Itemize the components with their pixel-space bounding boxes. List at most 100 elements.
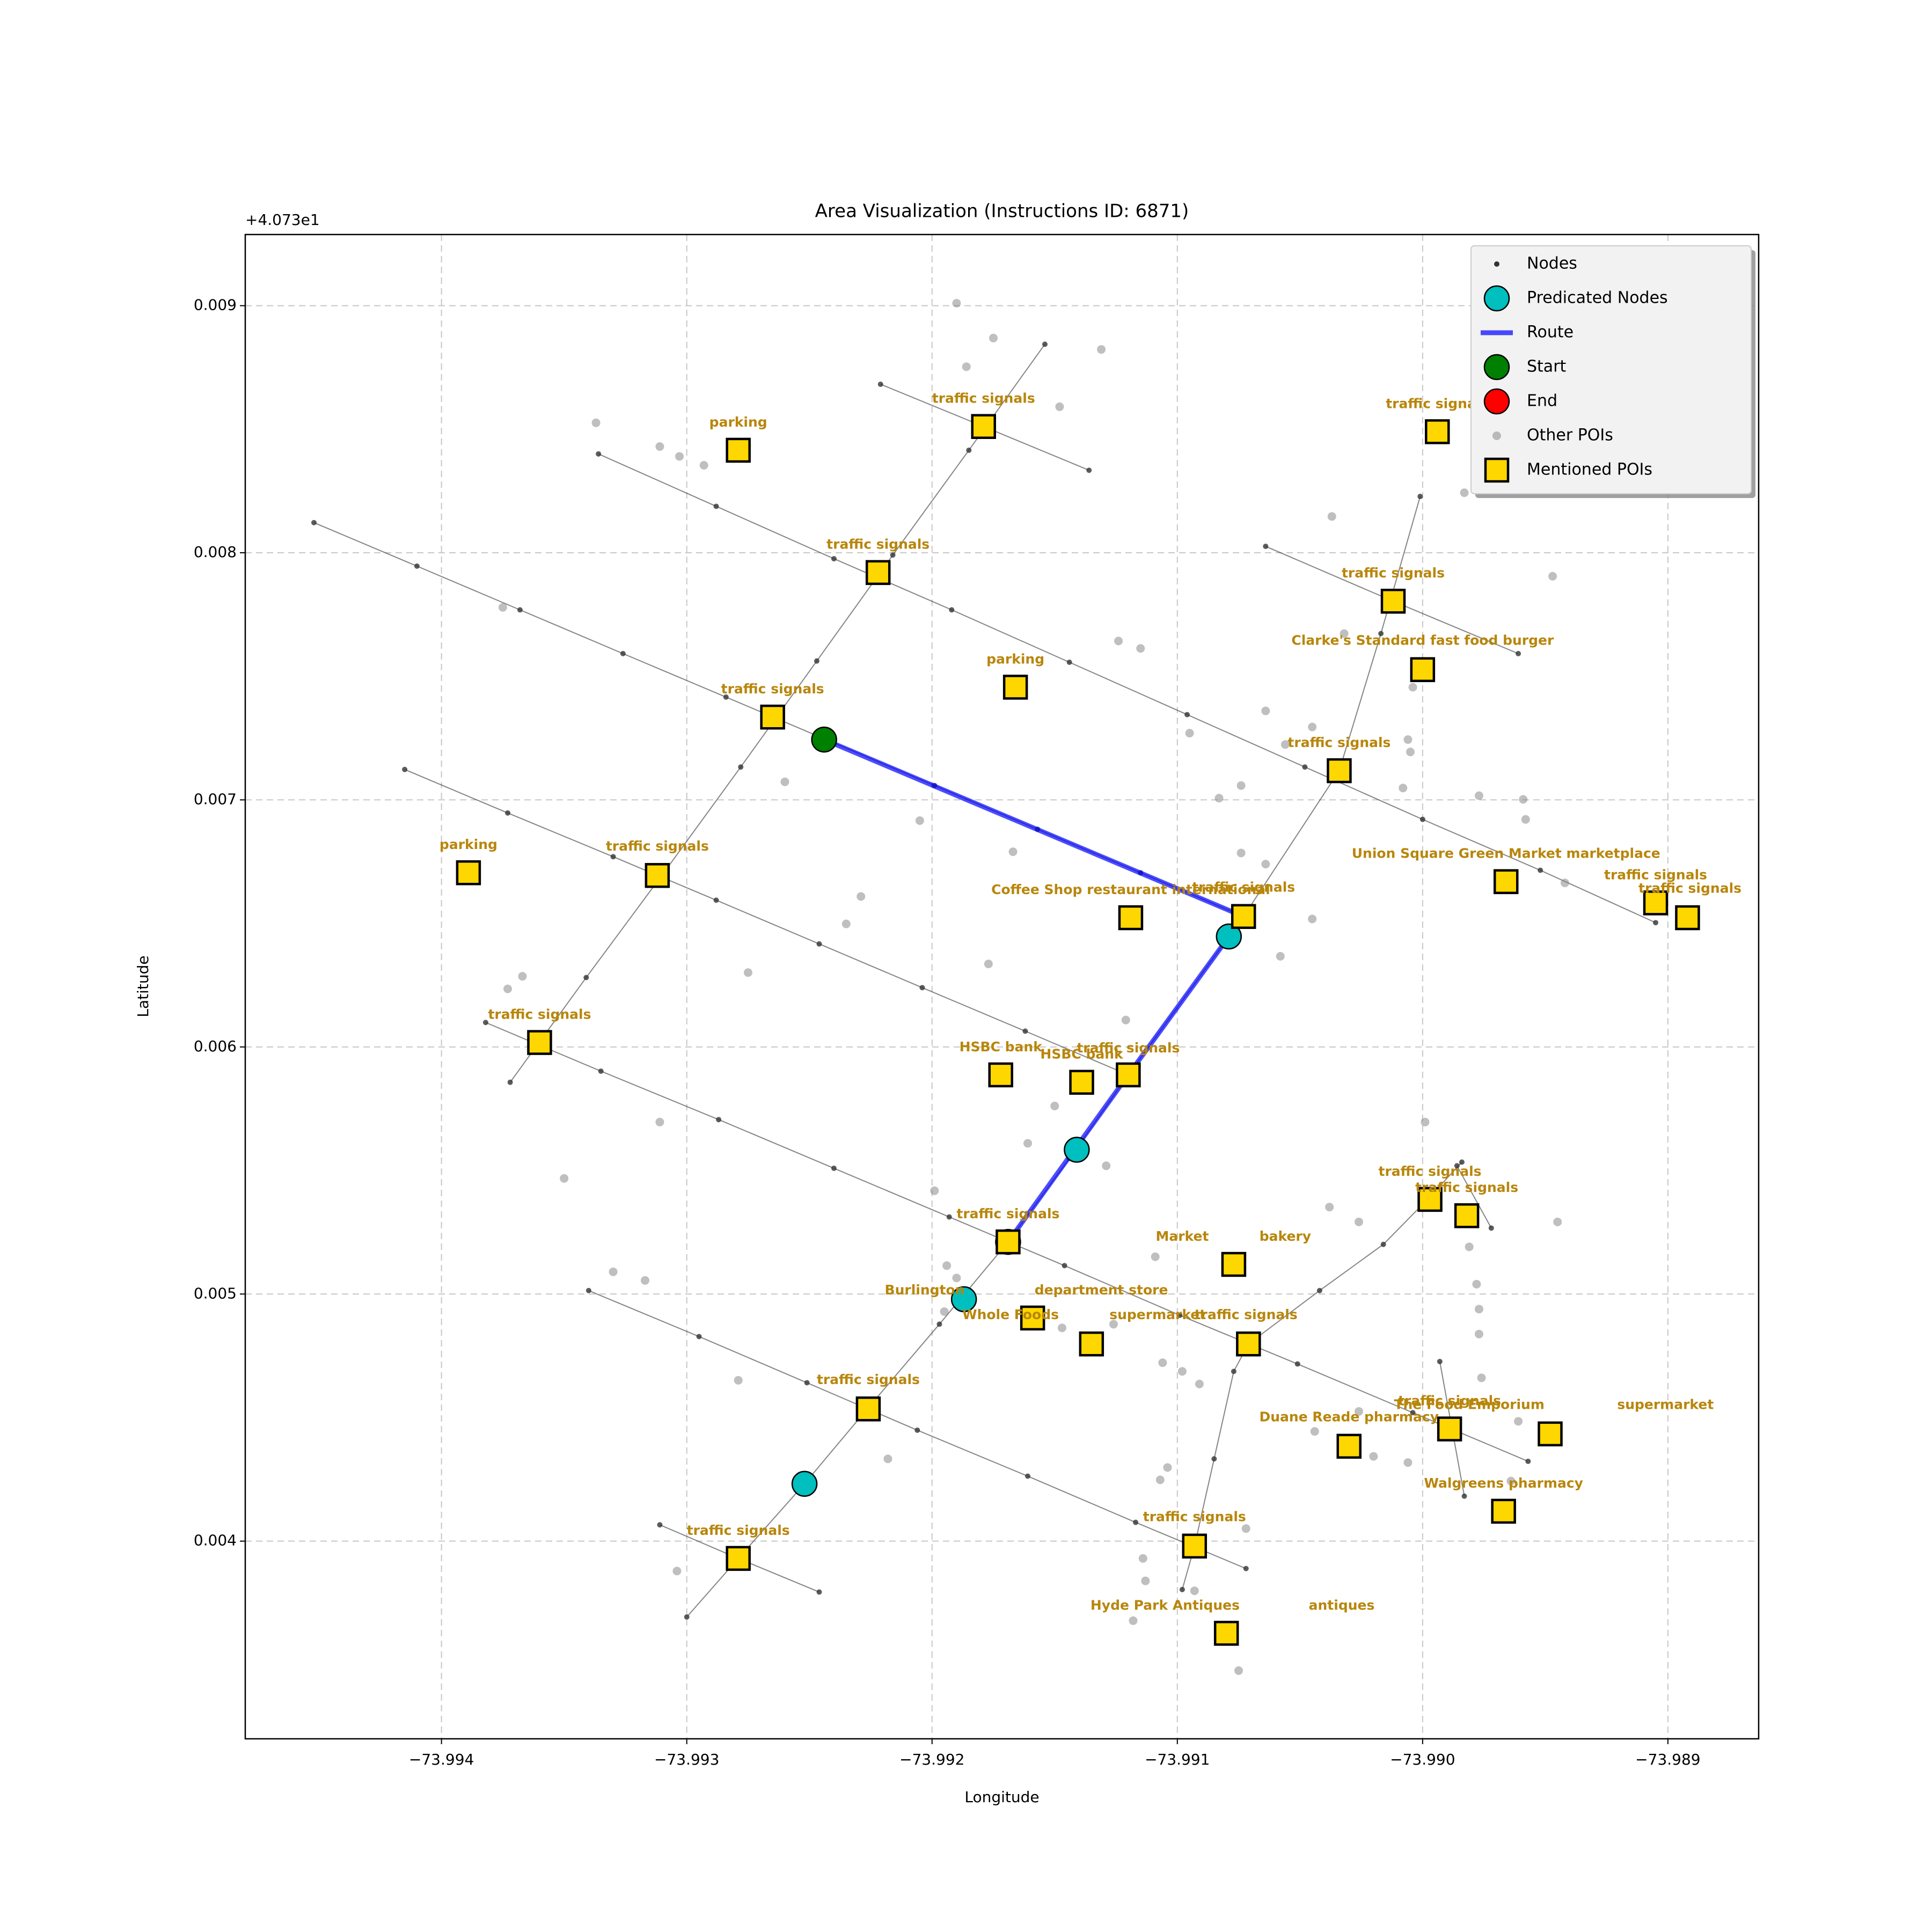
x-axis-label: Longitude (964, 1788, 1039, 1806)
poi-dot (915, 816, 924, 825)
legend-label: Nodes (1527, 254, 1577, 273)
square-marker (726, 437, 751, 463)
poi-dot (591, 418, 601, 427)
poi-dot (1327, 512, 1336, 521)
annotation: parking (440, 837, 497, 852)
annotation: Market (1155, 1228, 1209, 1244)
legend-swatch (1483, 354, 1510, 380)
annotation: traffic signals (1143, 1509, 1246, 1524)
node (1516, 650, 1521, 656)
x-tick-label: −73.990 (1390, 1751, 1455, 1768)
annotation: traffic signals (1379, 1163, 1482, 1179)
poi-dot (1241, 1524, 1250, 1533)
poi-dot (1163, 1463, 1172, 1472)
node (1177, 1312, 1183, 1318)
square-marker (760, 704, 785, 730)
poi-dot (1055, 402, 1064, 411)
poi-dot (1521, 815, 1530, 824)
square-marker (726, 1546, 751, 1571)
circle-marker (791, 1470, 818, 1497)
x-tick-label: −73.992 (899, 1751, 964, 1768)
square-marker (996, 1229, 1021, 1255)
poi-dot (1136, 644, 1145, 653)
node (1302, 764, 1308, 770)
poi-dot (1141, 1576, 1150, 1585)
annotation: Clarke's Standard fast food burger (1291, 632, 1554, 648)
poi-dot (1460, 488, 1469, 497)
square-marker (527, 1030, 552, 1055)
node (586, 1287, 591, 1293)
node (831, 1165, 837, 1171)
poi-dot (1355, 1217, 1364, 1226)
poi-dot (883, 1454, 892, 1463)
node (1211, 1456, 1217, 1462)
node (482, 1020, 488, 1026)
node (1459, 1159, 1465, 1165)
poi-dot (1138, 1554, 1147, 1563)
node (684, 1614, 690, 1620)
annotation: traffic signals (687, 1523, 790, 1538)
circle-marker (1216, 923, 1242, 950)
node (596, 451, 602, 457)
node (713, 503, 719, 509)
square-marker (1643, 890, 1668, 916)
y-tick-label: 0.006 (194, 1037, 237, 1055)
node (804, 1380, 810, 1386)
y-axis-label: Latitude (134, 955, 152, 1017)
annotation: traffic signals (721, 681, 824, 697)
legend-label: Other POIs (1527, 426, 1613, 445)
node (1062, 1263, 1067, 1269)
poi-dot (1195, 1379, 1204, 1388)
annotation: Coffee Shop restaurant international (991, 882, 1270, 897)
poi-dot (1355, 1407, 1364, 1416)
poi-dot (1129, 1616, 1138, 1625)
node (507, 1079, 513, 1085)
x-tick-label: −73.994 (409, 1751, 474, 1768)
square-marker (1491, 1498, 1516, 1524)
node (1294, 1361, 1300, 1367)
poi-dot (1403, 735, 1413, 744)
square-marker (456, 860, 481, 885)
poi-dot (1280, 740, 1290, 749)
square-marker (1454, 1203, 1480, 1228)
poi-dot (1408, 683, 1417, 692)
node (1316, 1287, 1322, 1293)
poi-dot (780, 777, 789, 786)
poi-dot (743, 968, 752, 977)
poi-dot (942, 1261, 952, 1270)
annotation: parking (709, 414, 767, 430)
square-marker (1437, 1416, 1462, 1441)
node (311, 519, 317, 525)
poi-dot (1553, 1217, 1562, 1226)
y-tick-label: 0.007 (194, 790, 237, 808)
square-marker (865, 560, 891, 586)
node (696, 1334, 702, 1340)
square-marker (1182, 1533, 1208, 1559)
annotation: traffic signals (606, 838, 709, 854)
legend-label: End (1527, 392, 1557, 411)
square-marker (1231, 904, 1256, 929)
poi-dot (1472, 1279, 1481, 1289)
poi-dot (1369, 1452, 1378, 1461)
poi-dot (1514, 1417, 1523, 1426)
poi-dot (1308, 722, 1317, 731)
annotation: traffic signals (1077, 1040, 1180, 1056)
poi-dot (1185, 729, 1194, 738)
poi-dot (1008, 847, 1018, 857)
node (1184, 712, 1190, 718)
node (1179, 1586, 1185, 1592)
annotation: department store (1035, 1282, 1168, 1298)
poi-dot (1114, 636, 1123, 646)
poi-dot (560, 1174, 569, 1183)
node (1133, 1519, 1139, 1525)
square-marker (1336, 1433, 1362, 1459)
legend-swatch (1492, 431, 1501, 440)
annotation: antiques (1309, 1597, 1375, 1613)
square-marker (1236, 1331, 1261, 1357)
circle-marker (1064, 1137, 1090, 1163)
annotation: supermarket (1109, 1307, 1206, 1322)
legend-swatch (1483, 285, 1510, 312)
node (414, 563, 420, 569)
poi-dot (841, 919, 851, 928)
